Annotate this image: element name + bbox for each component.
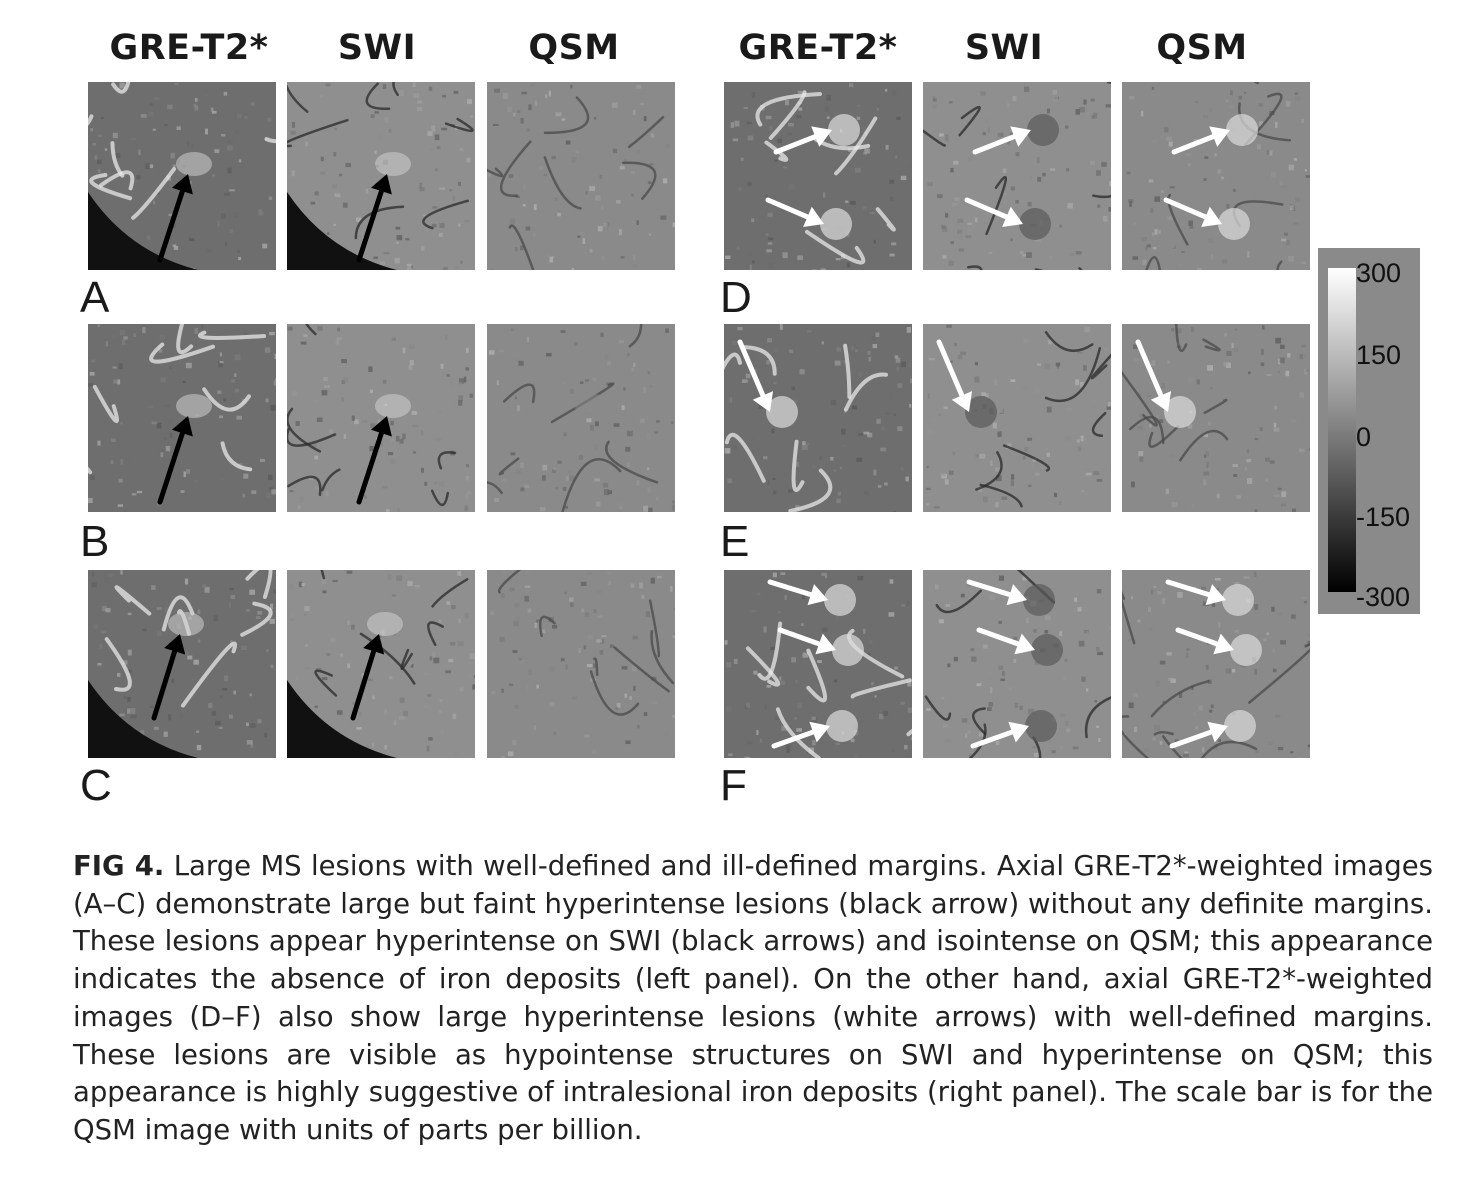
scale-tick-150: 150 [1356,340,1402,370]
caption-text: Large MS lesions with well-defined and i… [73,850,1433,1146]
mri-tile-right-d-swi [923,82,1111,270]
mri-tile-right-f-swi [923,570,1111,758]
panel-label-a: A [80,273,110,322]
mri-tile-left-b-swi [287,324,475,512]
column-header-swi-right: SWI [964,28,1044,68]
qsm-scale-bar: 300 150 0 -150 -300 [1318,248,1420,614]
mri-tile-left-c-gre [88,570,276,758]
panel-label-e: E [720,517,750,566]
mri-tile-left-a-qsm [487,82,675,270]
mri-texture [287,82,475,270]
mri-texture [923,570,1111,758]
panel-label-f: F [720,761,747,810]
mri-tile-right-d-gre [724,82,912,270]
mri-tile-left-b-gre [88,324,276,512]
mri-texture [287,570,475,758]
mri-texture [487,570,675,758]
mri-tile-right-f-qsm [1122,570,1310,758]
mri-texture [1122,324,1310,512]
column-header-gre-t2star-left: GRE-T2* [109,28,269,68]
column-header-gre-t2star-right: GRE-T2* [738,28,898,68]
panel-label-b: B [80,517,110,566]
scale-tick-0: 0 [1356,422,1372,452]
column-header-qsm-left: QSM [528,28,620,68]
column-header-qsm-right: QSM [1156,28,1248,68]
mri-tile-left-b-qsm [487,324,675,512]
caption-label: FIG 4. [73,850,165,882]
mri-tile-left-a-swi [287,82,475,270]
mri-texture [487,324,675,512]
mri-tile-right-e-qsm [1122,324,1310,512]
mri-texture [724,324,912,512]
mri-texture [88,324,276,512]
mri-texture [1122,82,1310,270]
mri-tile-right-f-gre [724,570,912,758]
mri-texture [724,570,912,758]
panel-label-c: C [80,761,112,810]
mri-texture [88,82,276,270]
column-header-swi-left: SWI [337,28,417,68]
mri-texture [923,82,1111,270]
mri-texture [287,324,475,512]
scale-tick-minus-150: -150 [1356,502,1411,532]
mri-tile-right-d-qsm [1122,82,1310,270]
mri-texture [487,82,675,270]
mri-tile-left-a-gre [88,82,276,270]
mri-texture [724,82,912,270]
mri-tile-left-c-qsm [487,570,675,758]
mri-texture [923,324,1111,512]
scale-tick-minus-300: -300 [1356,582,1411,612]
figure-caption: FIG 4. Large MS lesions with well-define… [73,848,1433,1150]
mri-tile-left-c-swi [287,570,475,758]
mri-texture [1122,570,1310,758]
panel-label-d: D [720,273,752,322]
scale-tick-300: 300 [1356,258,1402,288]
scale-gradient [1328,268,1356,592]
mri-texture [88,570,276,758]
mri-tile-right-e-swi [923,324,1111,512]
mri-tile-right-e-gre [724,324,912,512]
